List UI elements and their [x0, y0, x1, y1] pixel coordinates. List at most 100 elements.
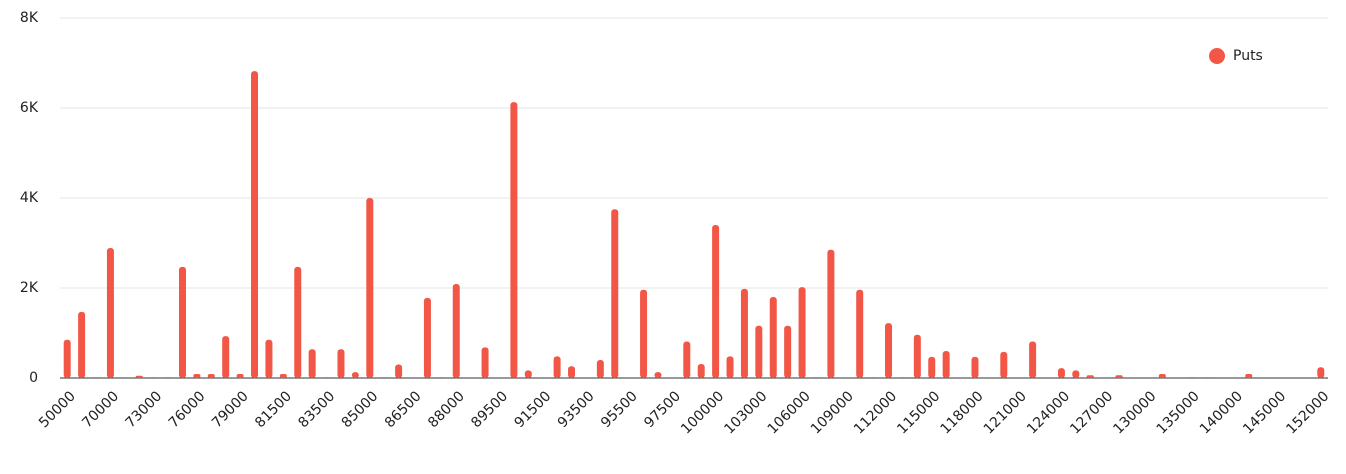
x-tick-label: 88000	[425, 388, 468, 431]
bar	[1317, 367, 1325, 378]
x-tick-label: 130000	[1110, 388, 1159, 437]
bar	[481, 347, 489, 378]
x-tick-label: 115000	[894, 388, 943, 437]
bar	[510, 102, 518, 379]
bar	[222, 336, 230, 378]
bar	[913, 334, 921, 378]
bar	[640, 289, 648, 378]
bar	[812, 377, 820, 378]
x-tick-label: 145000	[1240, 388, 1289, 437]
y-tick-label: 8K	[20, 10, 39, 26]
bar	[1000, 351, 1008, 378]
bar	[683, 341, 691, 378]
bar	[596, 360, 604, 378]
x-tick-label: 140000	[1197, 388, 1246, 437]
x-tick-label: 121000	[981, 388, 1030, 437]
bar	[164, 377, 172, 378]
bar	[885, 323, 893, 378]
x-tick-label: 135000	[1154, 388, 1203, 437]
bar	[971, 356, 979, 378]
bar	[870, 377, 878, 378]
y-tick-label: 6K	[20, 100, 39, 116]
y-tick-label: 0	[29, 370, 38, 386]
bar	[395, 364, 403, 378]
x-tick-label: 127000	[1067, 388, 1116, 437]
x-tick-label: 76000	[166, 388, 209, 431]
x-tick-label: 100000	[678, 388, 727, 437]
bar	[798, 287, 806, 378]
x-tick-label: 118000	[938, 388, 987, 437]
bar	[207, 373, 215, 378]
bar	[769, 297, 777, 378]
bar	[323, 377, 331, 378]
bar	[1202, 377, 1210, 378]
x-tick-label: 79000	[209, 388, 252, 431]
x-tick-label: 50000	[36, 388, 79, 431]
bar	[423, 297, 431, 378]
x-tick-label: 86500	[382, 388, 425, 431]
x-tick-label: 83500	[295, 388, 338, 431]
x-tick-label: 93500	[555, 388, 598, 431]
bar	[351, 372, 359, 378]
bar	[726, 356, 734, 378]
bar	[92, 377, 100, 378]
bar	[755, 325, 763, 378]
x-tick-label: 70000	[79, 388, 122, 431]
legend-label: Puts	[1233, 48, 1263, 64]
bar	[524, 370, 532, 378]
x-tick-label: 124000	[1024, 388, 1073, 437]
bar	[568, 366, 576, 378]
bar	[712, 225, 720, 378]
bar	[697, 364, 705, 378]
bar	[438, 377, 446, 378]
bar	[265, 339, 273, 378]
bar	[380, 377, 388, 378]
bar	[827, 249, 835, 378]
bar	[78, 311, 86, 378]
bar	[942, 351, 950, 378]
bar	[1086, 375, 1094, 378]
x-tick-label: 112000	[851, 388, 900, 437]
bar	[1072, 370, 1080, 378]
x-tick-label: 85000	[339, 388, 382, 431]
bar	[611, 209, 619, 378]
bar	[63, 339, 71, 378]
x-tick-label: 152000	[1283, 388, 1332, 437]
x-tick-label: 97500	[641, 388, 684, 431]
bar	[178, 266, 186, 378]
x-tick-label: 106000	[765, 388, 814, 437]
bar	[193, 373, 201, 378]
bar	[150, 377, 158, 378]
bar	[1115, 375, 1123, 378]
bar	[1245, 373, 1253, 378]
bar	[899, 377, 907, 378]
y-tick-label: 2K	[20, 280, 39, 296]
bar	[308, 349, 316, 378]
bar	[337, 349, 345, 378]
bar	[121, 377, 129, 378]
bar	[106, 247, 114, 378]
bar	[1187, 377, 1195, 378]
bar	[928, 356, 936, 378]
x-tick-label: 103000	[721, 388, 770, 437]
bar	[1057, 368, 1065, 378]
bar	[1029, 341, 1037, 378]
bar	[135, 375, 143, 378]
bar	[236, 373, 244, 378]
x-tick-label: 81500	[252, 388, 295, 431]
x-tick-label: 91500	[512, 388, 555, 431]
bar	[279, 373, 287, 378]
x-tick-label: 89500	[468, 388, 511, 431]
bar	[553, 356, 561, 378]
bar	[251, 71, 259, 378]
bar	[740, 288, 748, 378]
bar	[654, 372, 662, 378]
y-tick-label: 4K	[20, 190, 39, 206]
bar	[366, 198, 374, 378]
x-tick-label: 95500	[598, 388, 641, 431]
bar	[1158, 373, 1166, 378]
x-tick-label: 109000	[808, 388, 857, 437]
bar	[452, 283, 460, 378]
bar	[856, 289, 864, 378]
